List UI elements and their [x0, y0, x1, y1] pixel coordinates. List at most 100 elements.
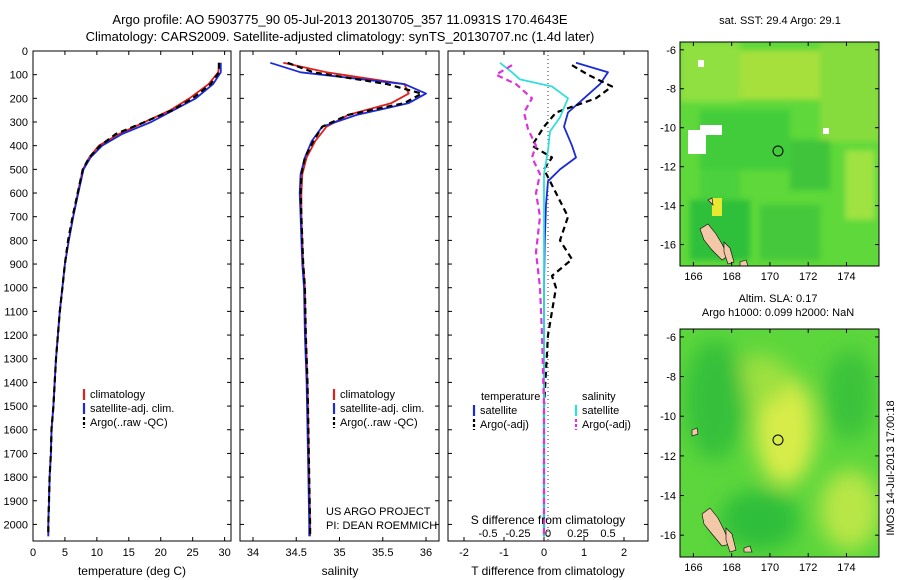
sst-map-field	[680, 42, 879, 266]
x-tick-label: 36	[420, 547, 432, 559]
x-tick-label: 35	[333, 547, 345, 559]
salinity-axis-ticks: 34 34.5 35 35.5 36	[240, 50, 439, 559]
sst-map-frame	[679, 41, 880, 267]
difference-series	[494, 61, 614, 537]
lat-tick-label: -16	[660, 530, 676, 542]
temperature-legend: climatology satellite-adj. clim. Argo(..ra…	[82, 389, 174, 429]
t-difference-label: T difference from climatology	[471, 564, 625, 578]
depth-tick-label: 900	[10, 259, 28, 271]
lat-tick-label: -6	[666, 332, 676, 344]
x-tick-label: 35.5	[372, 547, 393, 559]
lat-tick-label: -8	[666, 372, 676, 384]
lon-tick-label: 170	[761, 271, 779, 283]
temperature-axes-frame	[32, 50, 232, 542]
x-tick-label: 2	[621, 547, 627, 559]
difference-panel: -2 -1 0 1 2 -0.5 -0.25 0 0.25 0.5 S difference fr…	[447, 50, 649, 578]
depth-tick-label: 1500	[4, 401, 28, 413]
lon-tick-label: 166	[684, 562, 702, 574]
sla-map-frame	[679, 328, 880, 558]
lat-tick-label: -10	[660, 123, 676, 135]
diff-series-s-satellite	[499, 62, 569, 537]
legend-entry-label: Argo(-adj)	[582, 419, 631, 431]
legend-entry-label: Argo(..raw -QC)	[90, 417, 168, 429]
difference-axis-ticks: -2 -1 0 1 2 -0.5 -0.25 0 0.25 0.5	[448, 50, 648, 559]
x-tick-label: 25	[187, 547, 199, 559]
lat-tick-label: -12	[660, 451, 676, 463]
depth-tick-label: 1400	[4, 377, 28, 389]
depth-tick-label: 1300	[4, 354, 28, 366]
lat-tick-label: -14	[660, 201, 676, 213]
s-diff-tick-label: 0.5	[600, 528, 615, 540]
s-diff-tick-label: 0	[545, 528, 551, 540]
difference-legend: temperature salinity satellite Argo(-adj) sa…	[472, 391, 631, 431]
salt-series-climatology	[283, 61, 410, 537]
legend-entry-label: Argo(..raw -QC)	[340, 417, 418, 429]
lat-tick-label: -14	[660, 491, 676, 503]
temperature-panel: 0100200300400500600700800900100011001200…	[4, 46, 232, 578]
lon-tick-label: 170	[761, 562, 779, 574]
sst-map: sat. SST: 29.4 Argo: 29.1	[660, 15, 880, 283]
depth-tick-label: 0	[22, 46, 28, 58]
sla-map-axis-ticks: 166 168 170 172 174 -6 -8 -10 -12 -14 -16	[660, 329, 879, 574]
temp-series-argo	[47, 62, 220, 537]
legend-entry-label: climatology	[340, 389, 396, 401]
depth-tick-label: 600	[10, 188, 28, 200]
depth-tick-label: 100	[10, 70, 28, 82]
diff-series-t-satellite	[543, 61, 609, 537]
salinity-panel: 34 34.5 35 35.5 36 salinity climatology satel…	[239, 50, 440, 578]
depth-tick-label: 500	[10, 164, 28, 176]
x-tick-label: -2	[459, 547, 469, 559]
x-tick-label: 0	[541, 547, 547, 559]
lon-tick-label: 166	[684, 271, 702, 283]
lat-tick-label: -6	[666, 45, 676, 57]
x-tick-label: 15	[123, 547, 135, 559]
footer-pi-label: PI: DEAN ROEMMICH	[326, 520, 437, 532]
temperature-x-label: temperature (deg C)	[78, 564, 186, 578]
temperature-axis-ticks: 0100200300400500600700800900100011001200…	[4, 46, 231, 559]
x-tick-label: -1	[499, 547, 509, 559]
depth-tick-label: 200	[10, 93, 28, 105]
generation-timestamp: IMOS 14-Jul-2013 17:00:18	[885, 400, 897, 535]
depth-tick-label: 2000	[4, 519, 28, 531]
depth-tick-label: 1600	[4, 425, 28, 437]
lat-tick-label: -10	[660, 411, 676, 423]
salinity-legend: climatology satellite-adj. clim. Argo(..ra…	[332, 389, 424, 429]
salinity-axes-frame	[239, 50, 440, 542]
sla-map-title: Altim. SLA: 0.17	[739, 293, 818, 305]
salt-series-argo	[287, 61, 423, 537]
depth-tick-label: 1900	[4, 496, 28, 508]
depth-tick-label: 1100	[4, 306, 28, 318]
temp-series-satellite	[47, 62, 222, 537]
diff-series-t-argo	[530, 64, 614, 537]
diff-series-s-argo	[494, 64, 546, 537]
salinity-series	[270, 61, 427, 537]
footer-project-label: US ARGO PROJECT	[326, 506, 431, 518]
lat-tick-label: -8	[666, 84, 676, 96]
legend-entry-label: satellite-adj. clim.	[90, 403, 174, 415]
x-tick-label: 0	[30, 547, 36, 559]
sst-map-title: sat. SST: 29.4 Argo: 29.1	[719, 15, 841, 27]
depth-tick-label: 1000	[4, 283, 28, 295]
sla-map-field	[680, 329, 879, 557]
sla-map: Altim. SLA: 0.17 Argo h1000: 0.099 h2000…	[660, 293, 880, 574]
legend-entry-label: satellite-adj. clim.	[340, 403, 424, 415]
legend-entry-label: satellite	[582, 405, 619, 417]
depth-tick-label: 1200	[4, 330, 28, 342]
legend-entry-label: satellite	[480, 405, 517, 417]
x-tick-label: 30	[218, 547, 230, 559]
x-tick-label: 10	[91, 547, 103, 559]
s-diff-tick-label: -0.25	[505, 528, 530, 540]
lon-tick-label: 168	[722, 271, 740, 283]
salt-series-satellite	[270, 61, 427, 537]
depth-tick-label: 400	[10, 141, 28, 153]
legend-entry-label: Argo(-adj)	[480, 419, 529, 431]
lat-tick-label: -12	[660, 162, 676, 174]
depth-tick-label: 700	[10, 212, 28, 224]
depth-tick-label: 1700	[4, 448, 28, 460]
legend-header-salinity: salinity	[582, 391, 616, 403]
sst-map-axis-ticks: 166 168 170 172 174 -6 -8 -10 -12 -14 -16	[660, 42, 879, 283]
lon-tick-label: 174	[837, 271, 855, 283]
sla-map-subtitle: Argo h1000: 0.099 h2000: NaN	[702, 307, 854, 319]
x-tick-label: 34	[247, 547, 259, 559]
